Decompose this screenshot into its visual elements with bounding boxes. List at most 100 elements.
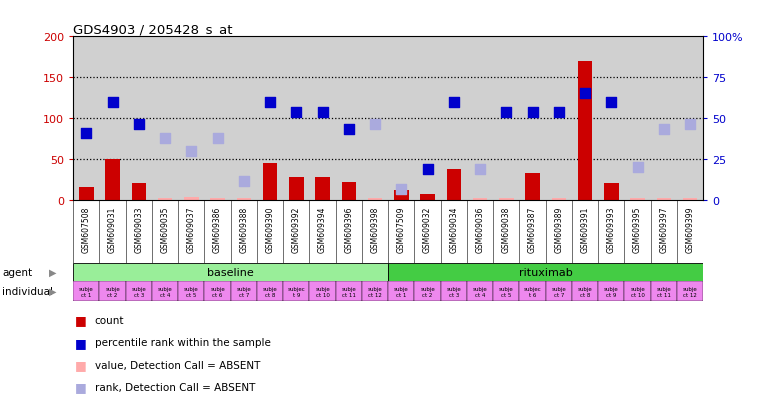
Text: subje
ct 12: subje ct 12 xyxy=(682,286,698,297)
Bar xyxy=(389,263,703,282)
Text: rank, Detection Call = ABSENT: rank, Detection Call = ABSENT xyxy=(95,382,255,392)
Text: subje
ct 4: subje ct 4 xyxy=(158,286,173,297)
Bar xyxy=(210,199,225,200)
Bar xyxy=(604,184,618,200)
Text: GSM609397: GSM609397 xyxy=(659,206,668,253)
Bar xyxy=(309,282,335,301)
Bar xyxy=(99,37,126,200)
Bar xyxy=(335,282,362,301)
Bar xyxy=(73,263,388,282)
Bar xyxy=(577,62,592,200)
Point xyxy=(342,126,355,133)
Text: ■: ■ xyxy=(75,313,86,327)
Text: subje
ct 1: subje ct 1 xyxy=(394,286,409,297)
Bar xyxy=(420,195,435,200)
Bar xyxy=(231,37,257,200)
Point xyxy=(553,109,565,116)
Bar xyxy=(73,37,99,200)
Bar xyxy=(441,282,467,301)
Bar xyxy=(204,37,231,200)
Bar xyxy=(178,282,204,301)
Point xyxy=(106,99,119,106)
Text: GSM609033: GSM609033 xyxy=(134,206,143,253)
Point xyxy=(448,99,460,106)
Bar xyxy=(572,37,598,200)
Text: ■: ■ xyxy=(75,336,86,349)
Text: GSM609038: GSM609038 xyxy=(502,206,511,253)
Bar xyxy=(677,282,703,301)
Bar xyxy=(651,37,677,200)
Text: GSM609390: GSM609390 xyxy=(265,206,274,253)
Bar xyxy=(237,199,251,200)
Text: ■: ■ xyxy=(75,380,86,394)
Text: GSM609032: GSM609032 xyxy=(423,206,432,253)
Text: subje
ct 10: subje ct 10 xyxy=(630,286,645,297)
Bar xyxy=(126,282,152,301)
Text: GSM609393: GSM609393 xyxy=(607,206,616,253)
Bar xyxy=(598,37,625,200)
Bar xyxy=(152,37,178,200)
Bar xyxy=(625,282,651,301)
Text: percentile rank within the sample: percentile rank within the sample xyxy=(95,337,271,347)
Text: count: count xyxy=(95,315,124,325)
Text: ▶: ▶ xyxy=(49,287,56,297)
Bar xyxy=(257,282,283,301)
Bar xyxy=(415,282,441,301)
Point xyxy=(133,122,145,128)
Bar xyxy=(152,282,178,301)
Point xyxy=(316,109,328,116)
Text: GSM609389: GSM609389 xyxy=(554,206,564,253)
Text: subje
ct 1: subje ct 1 xyxy=(79,286,94,297)
Text: GSM609391: GSM609391 xyxy=(581,206,590,253)
Text: GSM609392: GSM609392 xyxy=(292,206,301,253)
Bar xyxy=(289,177,304,200)
Bar xyxy=(362,282,389,301)
Text: subje
ct 3: subje ct 3 xyxy=(132,286,146,297)
Bar xyxy=(79,188,93,200)
Bar xyxy=(572,282,598,301)
Point xyxy=(422,166,434,173)
Bar xyxy=(99,282,126,301)
Point xyxy=(211,136,224,142)
Point xyxy=(185,148,197,154)
Bar xyxy=(598,282,625,301)
Text: GSM607508: GSM607508 xyxy=(82,206,91,253)
Bar xyxy=(473,199,487,200)
Text: value, Detection Call = ABSENT: value, Detection Call = ABSENT xyxy=(95,360,260,370)
Text: subje
ct 6: subje ct 6 xyxy=(210,286,225,297)
Text: subje
ct 10: subje ct 10 xyxy=(315,286,330,297)
Bar xyxy=(546,37,572,200)
Text: subje
ct 9: subje ct 9 xyxy=(604,286,618,297)
Text: subje
ct 2: subje ct 2 xyxy=(105,286,120,297)
Bar xyxy=(106,159,120,200)
Point xyxy=(500,109,513,116)
Bar xyxy=(441,37,467,200)
Text: GSM609387: GSM609387 xyxy=(528,206,537,253)
Bar xyxy=(132,184,146,200)
Text: subje
ct 11: subje ct 11 xyxy=(342,286,356,297)
Bar xyxy=(551,199,566,200)
Point xyxy=(159,136,171,142)
Bar xyxy=(389,282,415,301)
Point xyxy=(579,91,591,97)
Text: ■: ■ xyxy=(75,358,86,371)
Text: GSM609388: GSM609388 xyxy=(239,206,248,253)
Point xyxy=(631,164,644,171)
Bar xyxy=(499,199,513,200)
Text: GSM609037: GSM609037 xyxy=(187,206,196,253)
Point xyxy=(684,122,696,128)
Text: subje
ct 7: subje ct 7 xyxy=(237,286,251,297)
Bar xyxy=(389,37,415,200)
Bar xyxy=(257,37,283,200)
Text: subje
ct 4: subje ct 4 xyxy=(473,286,487,297)
Bar xyxy=(309,37,335,200)
Text: GSM609399: GSM609399 xyxy=(685,206,695,253)
Bar xyxy=(362,37,389,200)
Text: ▶: ▶ xyxy=(49,268,56,278)
Bar xyxy=(126,37,152,200)
Bar xyxy=(631,199,645,200)
Text: GSM609394: GSM609394 xyxy=(318,206,327,253)
Bar xyxy=(520,282,546,301)
Bar xyxy=(677,37,703,200)
Text: subje
ct 8: subje ct 8 xyxy=(263,286,278,297)
